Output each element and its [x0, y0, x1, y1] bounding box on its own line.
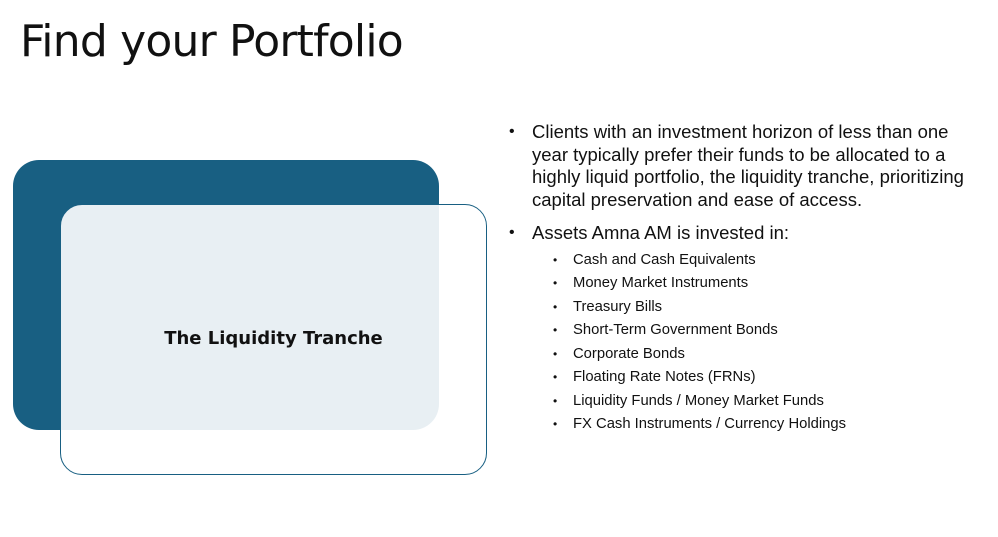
asset-label: Money Market Instruments: [573, 275, 749, 292]
asset-label: Treasury Bills: [573, 298, 663, 315]
bullet-icon: •: [553, 252, 558, 267]
bullet-text: Assets Amna AM is invested in:: [532, 221, 790, 243]
bullet-item-assets: • Assets Amna AM is invested in: • Cash a…: [509, 222, 979, 437]
bullet-icon: •: [553, 370, 558, 385]
asset-label: Cash and Cash Equivalents: [573, 251, 756, 268]
bullet-list: • Clients with an investment horizon of …: [509, 121, 979, 437]
asset-item: • Treasury Bills: [532, 296, 979, 320]
asset-list: • Cash and Cash Equivalents • Money Market…: [532, 249, 979, 437]
bullet-icon: •: [553, 323, 558, 338]
asset-label: Floating Rate Notes (FRNs): [573, 369, 756, 386]
bullet-icon: •: [553, 393, 558, 408]
asset-item: • Cash and Cash Equivalents: [532, 249, 979, 273]
bullet-icon: •: [509, 223, 515, 241]
liquidity-tranche-card: The Liquidity Tranche: [60, 204, 487, 475]
asset-label: FX Cash Instruments / Currency Holdings: [573, 416, 847, 433]
asset-item: • Money Market Instruments: [532, 272, 979, 296]
content-area: • Clients with an investment horizon of …: [509, 121, 979, 447]
asset-label: Corporate Bonds: [573, 345, 685, 362]
asset-item: • Liquidity Funds / Money Market Funds: [532, 390, 979, 414]
bullet-icon: •: [553, 299, 558, 314]
asset-item: • Floating Rate Notes (FRNs): [532, 366, 979, 390]
bullet-icon: •: [509, 123, 515, 140]
asset-label: Short-Term Government Bonds: [573, 322, 778, 339]
bullet-icon: •: [553, 346, 558, 361]
asset-label: Liquidity Funds / Money Market Funds: [573, 392, 824, 409]
bullet-icon: •: [553, 276, 558, 291]
bullet-icon: •: [553, 417, 558, 432]
card-label: The Liquidity Tranche: [164, 328, 383, 349]
card-foreground-shape: [60, 204, 487, 475]
asset-item: • Corporate Bonds: [532, 343, 979, 367]
asset-item: • FX Cash Instruments / Currency Holdings: [532, 413, 979, 437]
bullet-item-horizon: • Clients with an investment horizon of …: [509, 121, 979, 212]
asset-item: • Short-Term Government Bonds: [532, 319, 979, 343]
bullet-text: Clients with an investment horizon of le…: [532, 121, 964, 211]
slide-title: Find your Portfolio: [20, 16, 404, 67]
